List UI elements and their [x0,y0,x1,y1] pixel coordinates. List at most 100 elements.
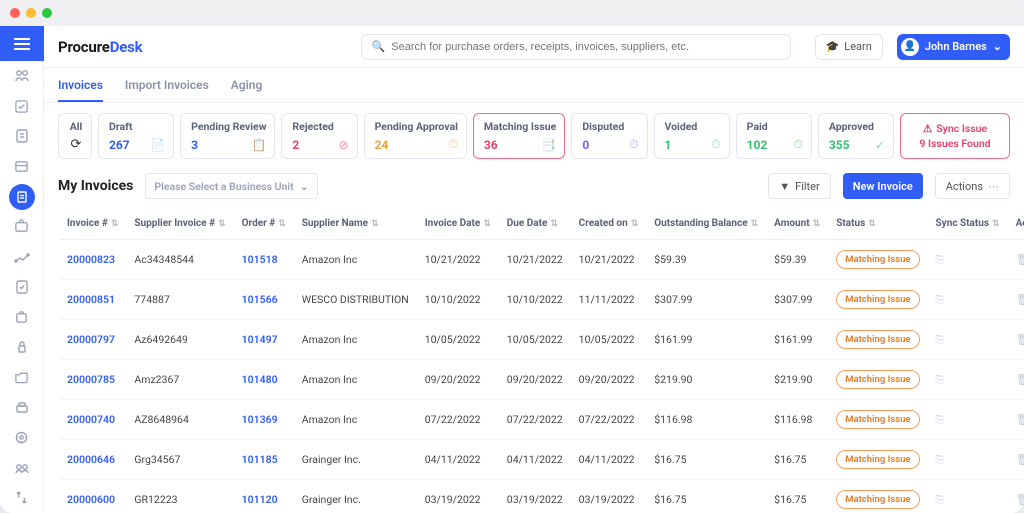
sidebar-item-11[interactable] [0,362,44,392]
learn-button[interactable]: 🎓 Learn [815,34,883,60]
sync-status-icon[interactable]: ⎘ [936,493,944,506]
window-close-dot[interactable] [10,8,20,18]
col-created-on[interactable]: Created on⇅ [571,208,647,240]
row-action-icon[interactable]: 🗑 [1016,413,1024,426]
sync-line1: Sync Issue [936,122,987,135]
order-link[interactable]: 101185 [242,453,278,466]
filter-icon: ▼ [779,180,790,193]
sync-status-icon[interactable]: ⎘ [936,293,944,306]
tab-import-invoices[interactable]: Import Invoices [125,68,209,102]
order-link[interactable]: 101480 [242,373,278,386]
sync-line2: 9 Issues Found [919,137,990,150]
sync-status-icon[interactable]: ⎘ [936,453,944,466]
invoice-link[interactable]: 20000797 [67,333,115,346]
sidebar-item-1[interactable] [0,61,44,91]
page-header: My Invoices Please Select a Business Uni… [44,169,1024,207]
status-badge: Matching Issue [836,250,919,269]
tabs: Invoices Import Invoices Aging [44,68,1024,103]
invoices-table: Invoice #⇅Supplier Invoice #⇅Order #⇅Sup… [58,207,1024,513]
status-card-disputed[interactable]: Disputed0⏱ [571,113,647,159]
sidebar-item-14[interactable] [0,453,44,483]
invoice-link[interactable]: 20000851 [67,293,115,306]
search-bar[interactable]: 🔍 [361,34,791,60]
sidebar-item-10[interactable] [0,332,44,362]
invoice-link[interactable]: 20000740 [67,413,115,426]
logo: ProcureDesk [58,38,142,56]
table-row: 20000797Az6492649101497Amazon Inc10/05/2… [59,320,1024,360]
sidebar-item-15[interactable] [0,483,44,513]
status-card-pending-review[interactable]: Pending Review3📋 [180,113,275,159]
col-sync-status[interactable]: Sync Status⇅ [928,208,1008,240]
status-card-draft[interactable]: Draft267📄 [98,113,174,159]
page-title: My Invoices [58,178,133,194]
user-menu[interactable]: 👤 John Barnes ⌄ [897,34,1010,60]
window-min-dot[interactable] [26,8,36,18]
col-invoice-[interactable]: Invoice #⇅ [59,208,127,240]
table-row: 20000785Amz2367101480Amazon Inc09/20/202… [59,360,1024,400]
row-action-icon[interactable]: 🗑 [1016,333,1024,346]
status-card-rejected[interactable]: Rejected2⊘ [281,113,357,159]
col-status[interactable]: Status⇅ [828,208,927,240]
learn-icon: 🎓 [826,40,840,53]
tab-invoices[interactable]: Invoices [58,68,103,102]
sync-status-icon[interactable]: ⎘ [936,373,944,386]
sidebar-item-7[interactable] [0,242,44,272]
order-link[interactable]: 101566 [242,293,278,306]
sync-status-icon[interactable]: ⎘ [936,333,944,346]
sidebar-item-13[interactable] [0,423,44,453]
table-row: 20000646Grg34567101185Grainger Inc.04/11… [59,440,1024,480]
refresh-icon[interactable]: ⟳ [71,137,82,152]
sync-status-icon[interactable]: ⎘ [936,253,944,266]
sidebar-item-8[interactable] [0,272,44,302]
order-link[interactable]: 101369 [242,413,278,426]
invoice-link[interactable]: 20000600 [67,493,115,506]
invoice-link[interactable]: 20000646 [67,453,115,466]
status-badge: Matching Issue [836,450,919,469]
table-header-row: Invoice #⇅Supplier Invoice #⇅Order #⇅Sup… [59,208,1024,240]
status-all[interactable]: All ⟳ [58,113,92,159]
status-card-matching-issue[interactable]: Matching Issue36📑 [473,113,565,159]
col-outstanding-balance[interactable]: Outstanding Balance⇅ [646,208,766,240]
sidebar-item-12[interactable] [0,393,44,423]
order-link[interactable]: 101120 [242,493,278,506]
invoice-link[interactable]: 20000785 [67,373,115,386]
filter-button[interactable]: ▼ Filter [768,173,830,199]
learn-label: Learn [844,40,872,53]
order-link[interactable]: 101518 [242,253,278,266]
sidebar-item-3[interactable] [0,121,44,151]
sidebar-item-4[interactable] [0,152,44,182]
sidebar-home[interactable] [0,26,44,61]
tab-aging[interactable]: Aging [231,68,262,102]
col-order-[interactable]: Order #⇅ [234,208,294,240]
new-invoice-button[interactable]: New Invoice [843,173,923,199]
sync-issue-card[interactable]: ⚠Sync Issue 9 Issues Found [900,113,1010,159]
invoice-link[interactable]: 20000823 [67,253,115,266]
sidebar-item-2[interactable] [0,91,44,121]
col-due-date[interactable]: Due Date⇅ [499,208,571,240]
status-card-voided[interactable]: Voided1⏱ [654,113,730,159]
sidebar-item-6[interactable] [0,212,44,242]
business-unit-select[interactable]: Please Select a Business Unit ⌄ [145,173,317,199]
sidebar-item-invoices[interactable] [0,182,44,212]
status-badge: Matching Issue [836,410,919,429]
window-max-dot[interactable] [42,8,52,18]
col-invoice-date[interactable]: Invoice Date⇅ [417,208,499,240]
status-card-pending-approval[interactable]: Pending Approval24⏱ [364,113,467,159]
row-action-icon[interactable]: 🗑 [1016,253,1024,266]
col-amount[interactable]: Amount⇅ [766,208,828,240]
order-link[interactable]: 101497 [242,333,278,346]
row-action-icon[interactable]: 🗑 [1016,293,1024,306]
table-row: 20000740AZ8648964101369Amazon Inc07/22/2… [59,400,1024,440]
status-card-approved[interactable]: Approved355✓ [818,113,894,159]
row-action-icon[interactable]: 🗑 [1016,493,1024,506]
col-supplier-invoice-[interactable]: Supplier Invoice #⇅ [126,208,233,240]
col-actions[interactable]: Actions⇅ [1008,208,1024,240]
search-input[interactable] [391,41,779,53]
row-action-icon[interactable]: 🗑 [1016,453,1024,466]
status-card-paid[interactable]: Paid102⏱ [736,113,812,159]
sync-status-icon[interactable]: ⎘ [936,413,944,426]
actions-button[interactable]: Actions ⋯ [935,173,1010,199]
sidebar-item-9[interactable] [0,302,44,332]
col-supplier-name[interactable]: Supplier Name⇅ [294,208,417,240]
row-action-icon[interactable]: 🗑 [1016,373,1024,386]
